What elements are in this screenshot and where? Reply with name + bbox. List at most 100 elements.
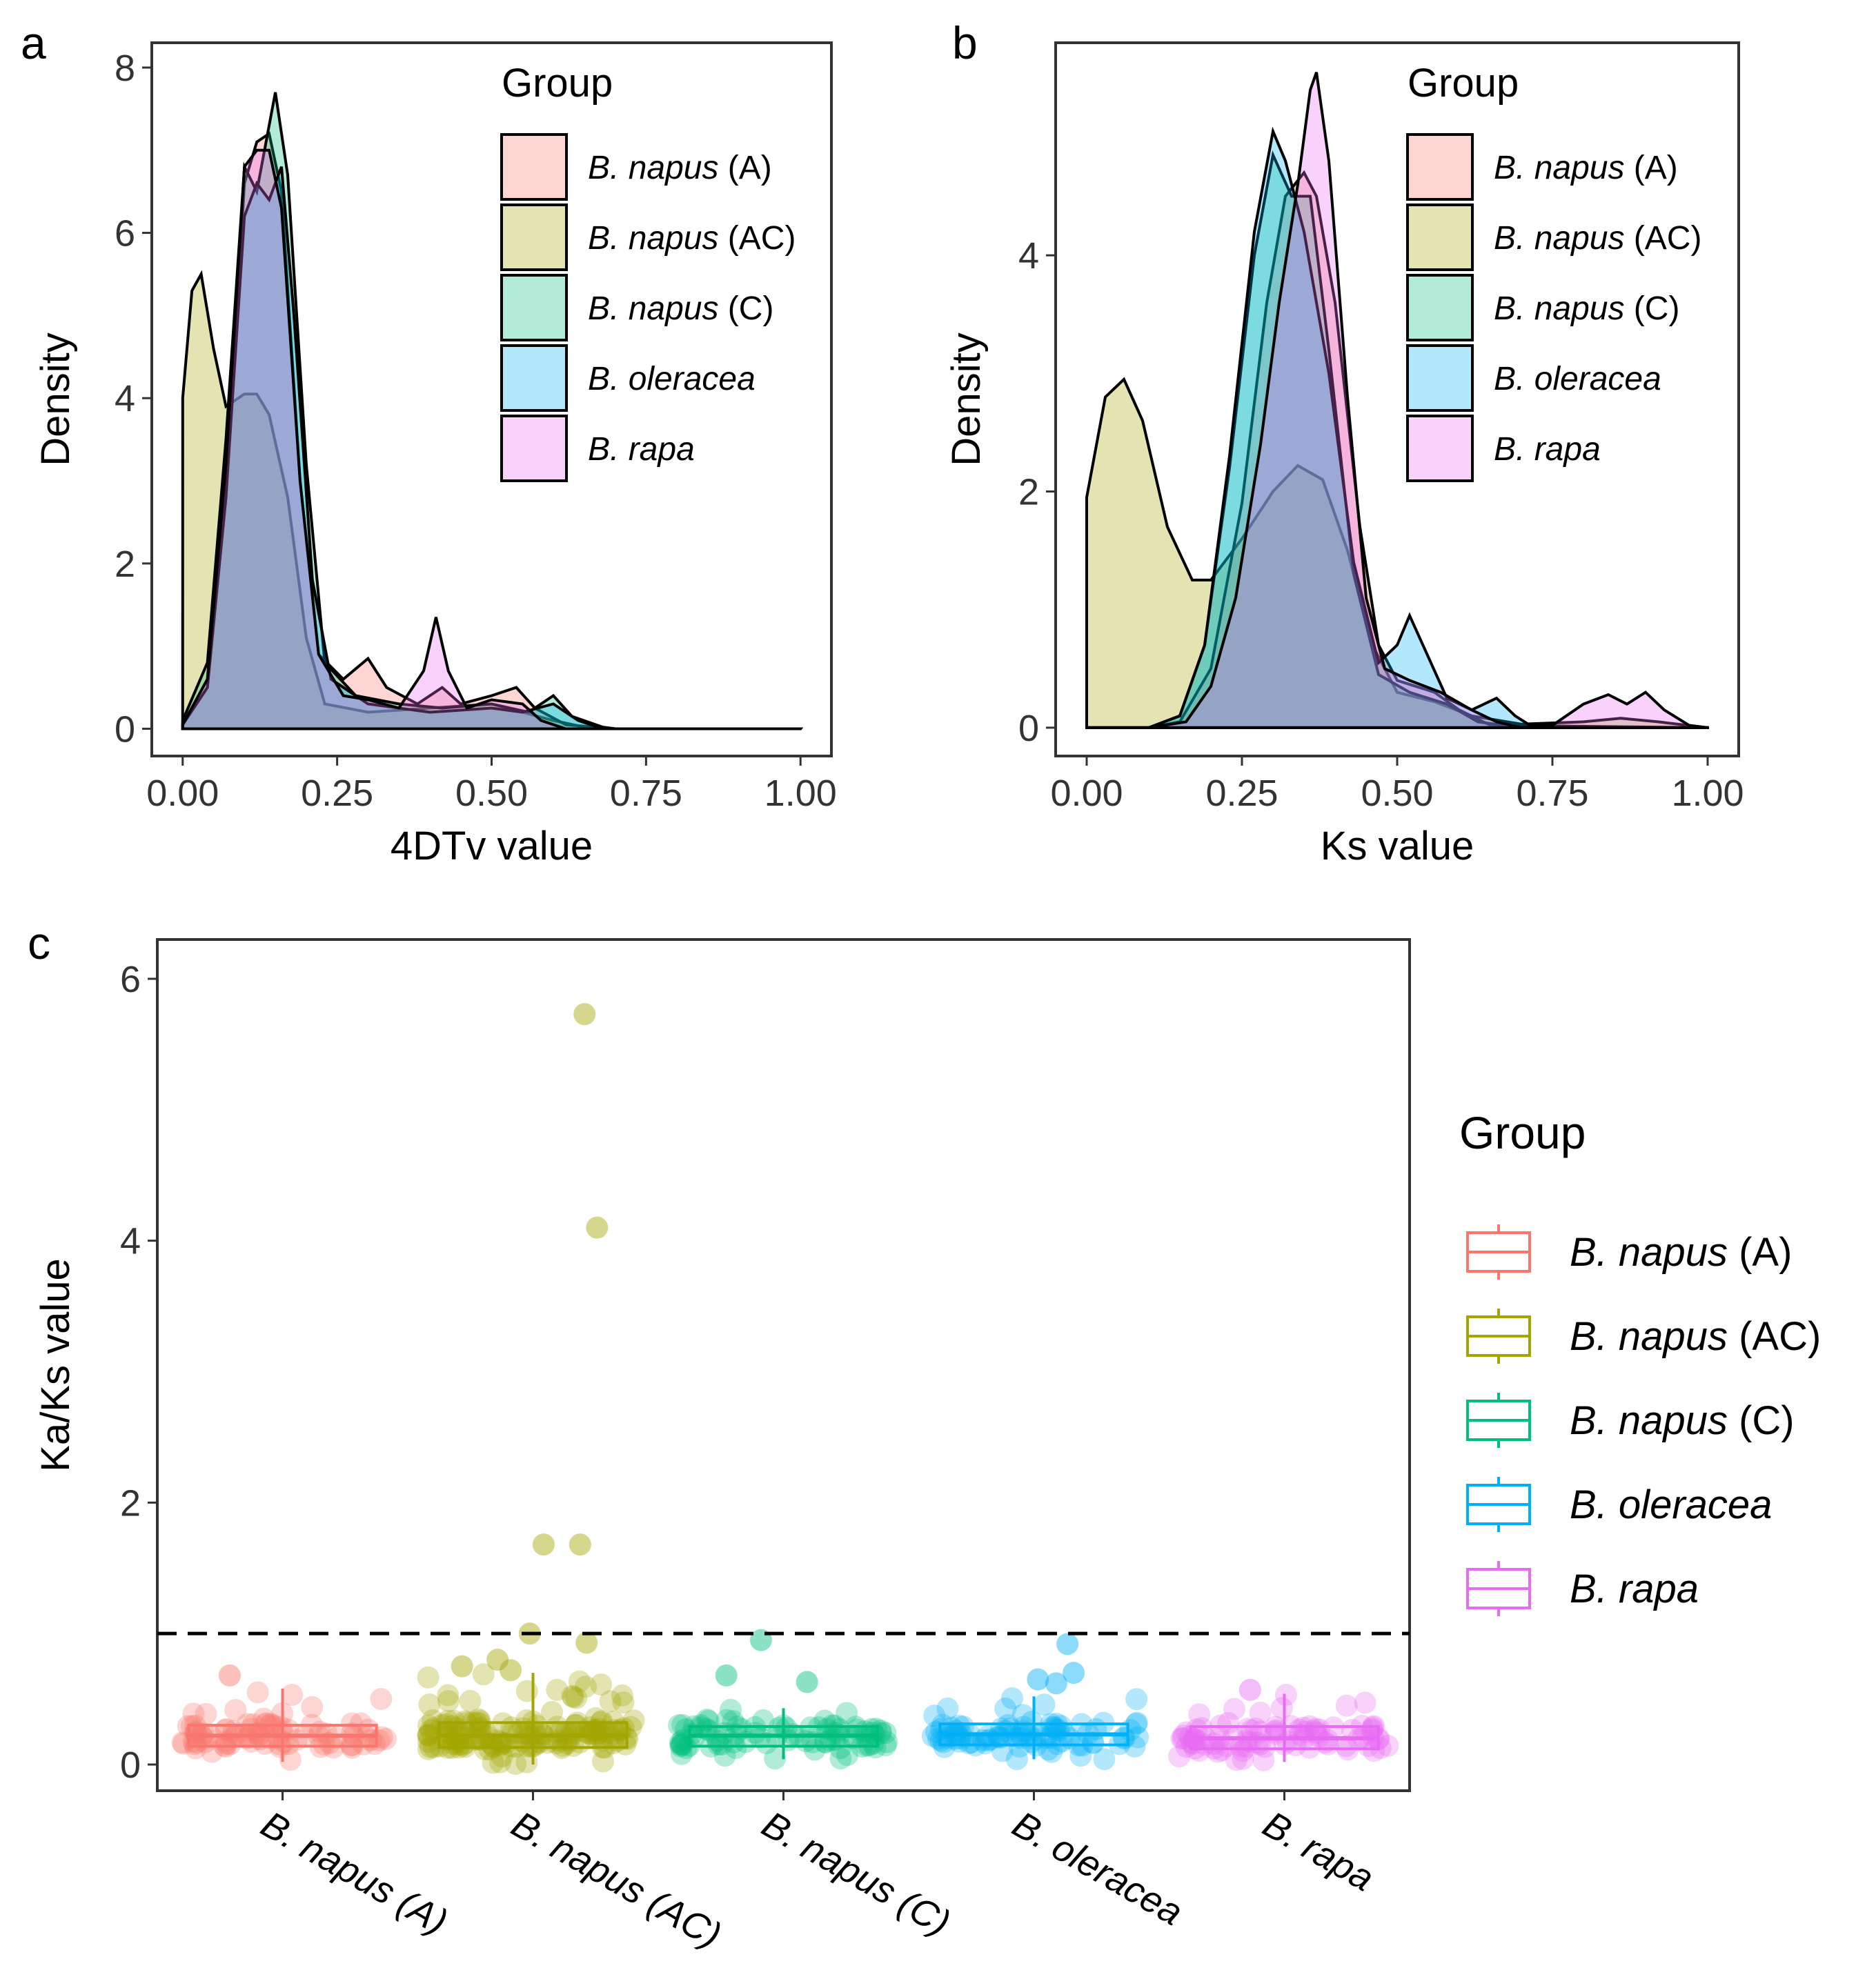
data-point [442, 1733, 464, 1756]
data-point [254, 1732, 277, 1755]
data-point [482, 1734, 504, 1757]
x-tick-label: 0.50 [1361, 773, 1433, 814]
box-b-napus-c [667, 1629, 898, 1770]
data-point [836, 1744, 858, 1767]
legend-label-b-rapa-species: rapa [629, 431, 695, 468]
legend-label-b-napus-ac-genus: B. [1570, 1314, 1619, 1359]
x-tick-label-species: oleracea [1045, 1826, 1189, 1934]
data-point [555, 1732, 578, 1755]
outlier-point [218, 1664, 241, 1687]
data-point [491, 1745, 513, 1768]
legend-label-b-napus-c-genus: B. [588, 290, 629, 327]
data-point [447, 1733, 470, 1756]
data-point [670, 1742, 693, 1765]
legend-label-b-napus-a-suffix: (A) [1728, 1230, 1792, 1275]
boxplot-c: B. napus (A) B. napus (AC)B. napus (C) B. … [33, 938, 1411, 1956]
x-axis-title: Ks value [1321, 824, 1474, 868]
legend-key-b-napus-ac [1466, 1309, 1531, 1364]
data-point [562, 1686, 584, 1709]
data-point [1249, 1701, 1272, 1724]
x-tick-label: B. napus (A) [255, 1803, 455, 1942]
data-point [325, 1727, 348, 1749]
y-tick-label: 4 [120, 1221, 141, 1262]
panel-a: a 0.00 0.25 0.50 0.75 1.00 0 2 4 6 8 4DTv value Den… [21, 17, 837, 868]
legend-label-b-napus-c-suffix: (C) [1728, 1398, 1795, 1443]
legend-label-b-napus-ac-genus: B. [1494, 220, 1534, 257]
legend-key-b-oleracea [1466, 1477, 1531, 1532]
legend-label-b-napus-ac: B. napus (AC) [588, 220, 796, 257]
legend-key-b-napus-a [1466, 1224, 1531, 1280]
data-point [504, 1752, 527, 1775]
legend-label-b-napus-ac-species: napus [1619, 1314, 1728, 1359]
legend-label-b-napus-a: B. napus (A) [1570, 1230, 1792, 1275]
data-point [541, 1700, 564, 1723]
y-tick-label: 6 [120, 959, 141, 1000]
data-point [364, 1733, 386, 1756]
legend-label-b-oleracea-genus: B. [1494, 361, 1534, 397]
plot-frame [156, 938, 1411, 1792]
density-plot-b: 0.00 0.25 0.50 0.75 1.00 0 2 4 Ks value Density [944, 41, 1744, 868]
data-point [575, 1720, 598, 1743]
data-point [1008, 1736, 1031, 1758]
data-point [669, 1733, 692, 1756]
legend-title: Group [1408, 61, 1519, 106]
y-tick-label: 2 [120, 1482, 141, 1524]
density-b-napus-ac [1085, 377, 1709, 729]
data-point [480, 1732, 502, 1755]
data-point [1335, 1694, 1358, 1717]
data-point [1376, 1734, 1399, 1757]
data-point [622, 1709, 645, 1732]
y-tick-label: 4 [115, 378, 135, 419]
box-b-napus-ac [417, 1003, 645, 1775]
data-point [1170, 1727, 1193, 1750]
legend-key-b-rapa [1466, 1561, 1531, 1616]
x-tick-label-species: napus [294, 1826, 402, 1913]
data-point [1125, 1712, 1147, 1735]
data-point [375, 1728, 397, 1751]
data-point [587, 1722, 610, 1745]
panel-label-b: b [952, 17, 978, 68]
data-point [507, 1721, 530, 1744]
data-point [1000, 1687, 1023, 1710]
data-point [359, 1729, 382, 1751]
y-tick-label: 0 [120, 1745, 141, 1786]
legend-label-b-napus-c-suffix: (C) [718, 290, 773, 327]
data-point [1341, 1718, 1363, 1741]
data-point [1308, 1718, 1331, 1741]
data-point [1254, 1736, 1276, 1758]
legend-label-b-oleracea-species: oleracea [629, 361, 756, 397]
legend-label-b-oleracea-species: oleracea [1619, 1482, 1772, 1527]
data-point [546, 1716, 569, 1738]
data-point [1252, 1749, 1275, 1771]
outlier-point [1027, 1668, 1049, 1691]
data-point [467, 1708, 490, 1731]
data-point [1040, 1740, 1063, 1763]
data-point [803, 1738, 826, 1761]
data-point [340, 1712, 363, 1735]
data-point [1214, 1735, 1237, 1758]
data-point [418, 1693, 441, 1716]
data-point [976, 1725, 998, 1748]
legend-label-b-napus-ac-suffix: (AC) [1728, 1314, 1821, 1359]
data-point [951, 1716, 974, 1738]
legend-label-b-napus-c-genus: B. [1570, 1398, 1619, 1443]
legend-label-b-oleracea: B. oleracea [1494, 361, 1661, 397]
legend-label-b-napus-a-genus: B. [588, 150, 629, 186]
data-point [1276, 1730, 1299, 1753]
x-tick-label: 1.00 [764, 773, 837, 814]
legend-label-b-napus-c-species: napus [629, 290, 719, 327]
data-point [994, 1698, 1017, 1720]
data-point [1225, 1749, 1247, 1771]
data-point [255, 1712, 277, 1735]
data-point [1005, 1748, 1028, 1771]
legend-label-b-napus-ac-genus: B. [588, 220, 629, 257]
legend-label-b-napus-c-species: napus [1534, 290, 1625, 327]
legend-key-b-napus-c [1466, 1393, 1531, 1448]
data-point [1188, 1703, 1211, 1726]
data-point [1007, 1726, 1029, 1749]
outlier-point [1045, 1672, 1067, 1695]
data-point [215, 1732, 238, 1755]
